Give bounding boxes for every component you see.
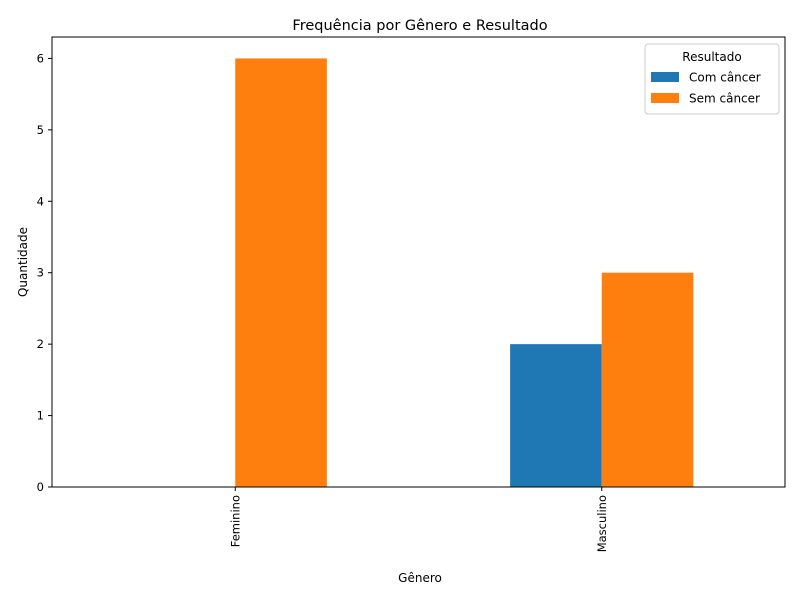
y-tick-label: 6 xyxy=(37,51,44,65)
x-tick-label: Masculino xyxy=(595,495,609,552)
y-tick-label: 5 xyxy=(37,123,44,137)
y-tick-label: 1 xyxy=(37,409,44,423)
y-axis-label: Quantidade xyxy=(16,227,30,297)
legend-swatch xyxy=(651,93,679,103)
legend-label: Sem câncer xyxy=(689,92,760,106)
y-tick-label: 4 xyxy=(37,194,44,208)
legend-label: Com câncer xyxy=(689,71,761,85)
bar-1-1 xyxy=(601,272,694,487)
legend-swatch xyxy=(651,72,679,82)
y-tick-label: 2 xyxy=(37,337,44,351)
x-tick-label: Feminino xyxy=(228,495,242,547)
y-tick-label: 0 xyxy=(37,480,44,494)
plot-area: 0 1 2 3 4 5 6 Feminino Masculino xyxy=(37,51,694,552)
plot-frame xyxy=(51,36,786,488)
y-tick-label: 3 xyxy=(37,266,44,280)
legend-title: Resultado xyxy=(682,50,741,64)
legend: Resultado Com câncer Sem câncer xyxy=(644,43,780,115)
bar-0-1 xyxy=(235,58,327,488)
bar-1-0 xyxy=(510,344,602,487)
x-axis-label: Gênero xyxy=(398,571,442,585)
chart-title: Frequência por Gênero e Resultado xyxy=(292,18,547,34)
